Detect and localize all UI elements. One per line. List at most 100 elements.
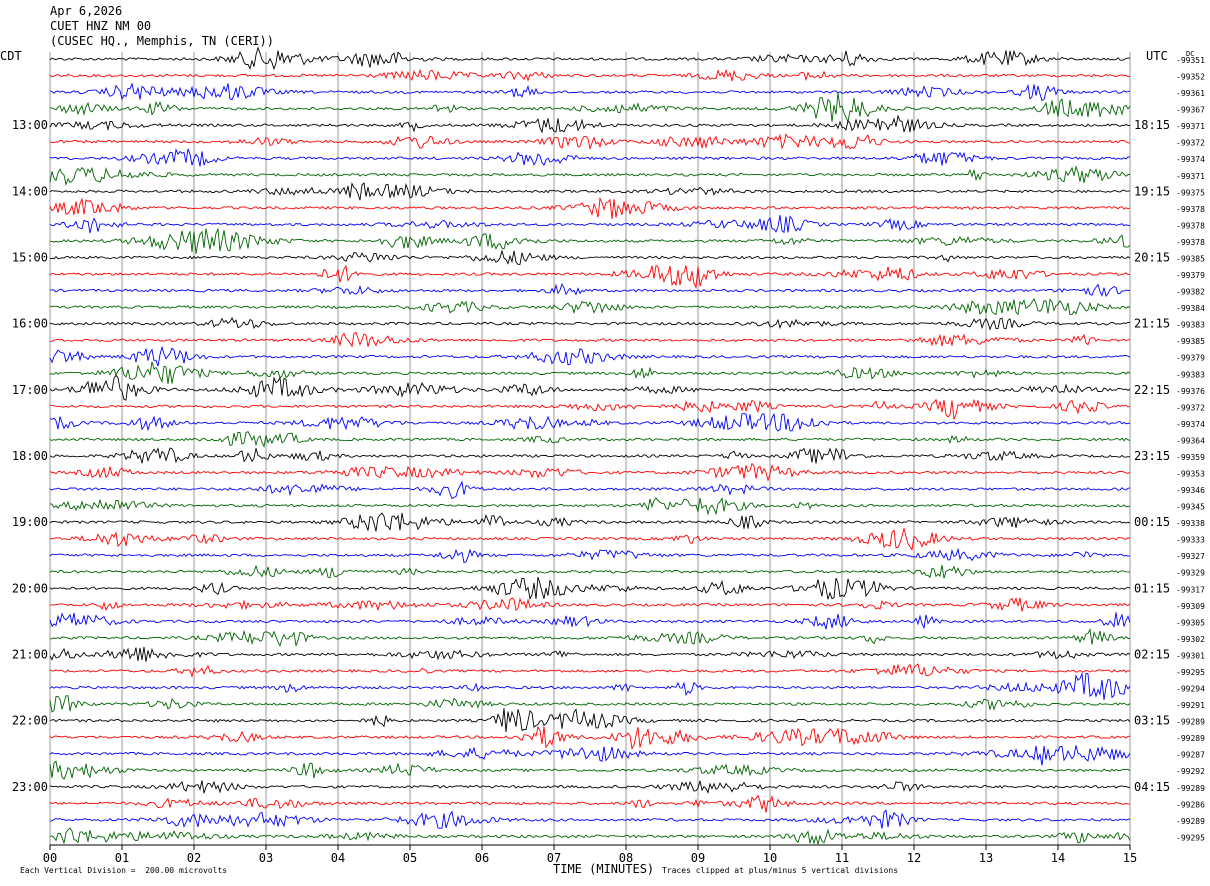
scale-note: Each Vertical Division = 200.00 microvol…: [20, 866, 228, 875]
dc-offset-label: -99287: [1176, 751, 1205, 760]
station-label: CUET HNZ NM 00: [50, 19, 152, 33]
left-hour-label: 19:00: [12, 515, 48, 529]
right-hour-label: 23:15: [1134, 449, 1170, 463]
trace-line: [49, 646, 1131, 662]
right-hour-label: 03:15: [1134, 714, 1170, 728]
right-hour-label: 04:15: [1134, 780, 1170, 794]
dc-offset-label: -99305: [1176, 618, 1205, 627]
trace-line: [49, 760, 1131, 780]
dc-offset-label: -99361: [1176, 89, 1205, 98]
dc-offset-label: -99379: [1176, 354, 1205, 363]
dc-offset-label: -99352: [1176, 73, 1205, 82]
left-hour-label: 14:00: [12, 184, 48, 198]
x-tick-label: 07: [547, 851, 561, 865]
dc-offset-label: -99359: [1176, 453, 1205, 462]
dc-offset-label: -99378: [1176, 221, 1205, 230]
trace-line: [50, 809, 1131, 829]
trace-line: [49, 196, 1131, 220]
x-axis-title: TIME (MINUTES): [553, 862, 655, 876]
x-tick-label: 04: [331, 851, 345, 865]
trace-line: [49, 663, 1131, 679]
trace-line: [49, 398, 1131, 420]
right-hour-label: 22:15: [1134, 383, 1170, 397]
trace-line: [49, 576, 1131, 600]
dc-offset-label: -99372: [1176, 139, 1205, 148]
x-tick-label: 08: [619, 851, 633, 865]
dc-offset-label: -99376: [1176, 387, 1205, 396]
trace-line: [49, 148, 1130, 167]
dc-offset-label: -99379: [1176, 271, 1205, 280]
x-tick-label: 02: [187, 851, 201, 865]
trace-line: [49, 68, 1131, 82]
left-hour-label: 18:00: [12, 449, 48, 463]
dc-offset-label: -99346: [1176, 486, 1205, 495]
left-hour-label: 13:00: [12, 118, 48, 132]
trace-line: [49, 628, 1130, 647]
left-hour-label: 16:00: [12, 317, 48, 331]
dc-offset-label: -99327: [1176, 552, 1205, 561]
right-hour-label: 01:15: [1134, 581, 1170, 595]
trace-line: [50, 332, 1131, 348]
trace-line: [49, 374, 1131, 401]
right-timezone-label: UTC: [1146, 49, 1168, 63]
dc-header-label: DC: [1186, 50, 1194, 58]
trace-line: [49, 264, 1130, 289]
trace-line: [49, 745, 1131, 766]
left-hour-label: 15:00: [12, 250, 48, 264]
left-timezone-label: CDT: [0, 49, 22, 63]
dc-offset-label: -99294: [1176, 685, 1205, 694]
trace-line: [49, 480, 1131, 500]
x-tick-label: 00: [43, 851, 57, 865]
x-tick-label: 15: [1123, 851, 1137, 865]
trace-line: [49, 227, 1131, 254]
dc-offset-label: -99333: [1176, 536, 1205, 545]
dc-offset-label: -99367: [1176, 106, 1205, 115]
right-hour-label: 21:15: [1134, 317, 1170, 331]
dc-offset-label: -99295: [1176, 833, 1205, 842]
trace-line: [49, 182, 1131, 201]
dc-offset-label: -99289: [1176, 718, 1205, 727]
trace-line: [49, 249, 1131, 265]
dc-offset-label: -99374: [1176, 420, 1205, 429]
dc-offset-label: -99351: [1176, 56, 1205, 65]
date-label: Apr 6,2026: [50, 4, 123, 18]
trace-line: [49, 165, 1130, 187]
x-tick-label: 11: [835, 851, 849, 865]
trace-line: [49, 92, 1131, 123]
trace-line: [49, 447, 1131, 464]
dc-offset-label: -99383: [1176, 321, 1205, 330]
dc-offset-label: -99292: [1176, 767, 1205, 776]
trace-line: [49, 695, 1131, 713]
trace-line: [49, 361, 1131, 385]
trace-line: [49, 497, 1131, 516]
dc-offset-label: -99385: [1176, 337, 1205, 346]
trace-line: [49, 528, 1131, 551]
right-hour-label: 18:15: [1134, 118, 1170, 132]
x-tick-label: 12: [907, 851, 921, 865]
trace-line: [49, 282, 1131, 297]
trace-line: [49, 214, 1131, 234]
x-tick-label: 10: [763, 851, 777, 865]
right-hour-label: 02:15: [1134, 647, 1170, 661]
trace-line: [49, 597, 1131, 612]
dc-offset-label: -99382: [1176, 288, 1205, 297]
left-hour-label: 17:00: [12, 383, 48, 397]
dc-offset-label: -99338: [1176, 519, 1205, 528]
dc-offset-label: -99289: [1176, 784, 1205, 793]
trace-line: [49, 564, 1131, 579]
dc-offset-label: -99374: [1176, 155, 1205, 164]
dc-offset-label: -99286: [1176, 800, 1205, 809]
dc-offset-label: -99345: [1176, 503, 1205, 512]
left-hour-label: 20:00: [12, 581, 48, 595]
left-hour-label: 23:00: [12, 780, 48, 794]
clip-note: Traces clipped at plus/minus 5 vertical …: [662, 866, 899, 875]
dc-offset-label: -99353: [1176, 470, 1205, 479]
dc-offset-label: -99301: [1176, 651, 1205, 660]
trace-line: [49, 512, 1131, 532]
trace-line: [49, 827, 1131, 845]
x-tick-label: 09: [691, 851, 705, 865]
trace-line: [49, 133, 1131, 151]
trace-line: [49, 794, 1130, 813]
dc-offset-label: -99371: [1176, 122, 1205, 131]
